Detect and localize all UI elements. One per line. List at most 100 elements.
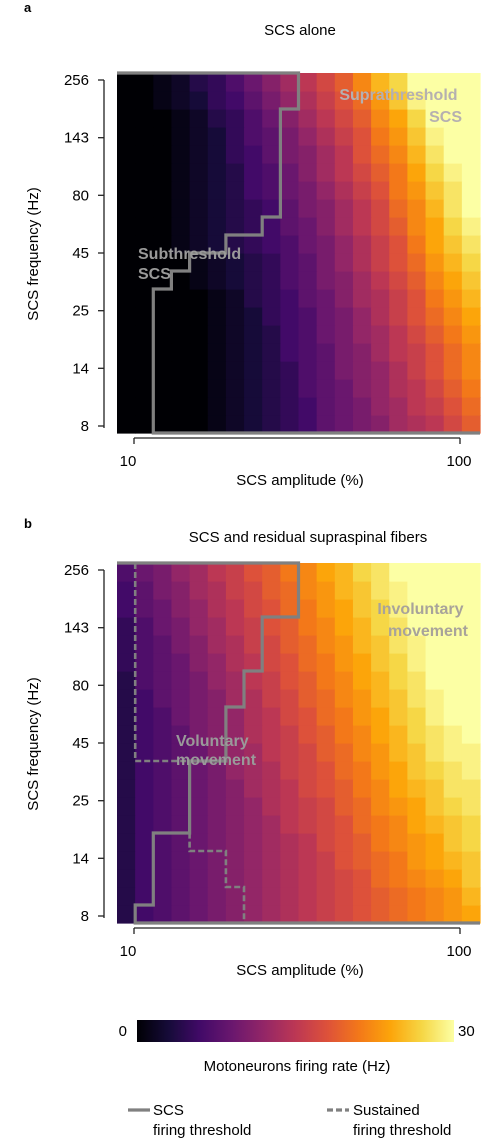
heatmap-cell [225, 271, 245, 290]
heatmap-cell [407, 563, 427, 582]
colorbar-max-label: 30 [458, 1023, 475, 1040]
heatmap-cell [117, 109, 136, 128]
heatmap-cell [389, 635, 408, 654]
heatmap-cell [298, 235, 318, 254]
heatmap-cell [225, 307, 245, 326]
heatmap-cell [244, 905, 263, 924]
heatmap-cell [280, 235, 300, 254]
heatmap-cell [225, 671, 245, 690]
subthreshold-annotation: Subthreshold SCS [138, 246, 246, 283]
heatmap-cell [298, 73, 318, 92]
heatmap-cell [371, 563, 390, 582]
panel-b-label: b [24, 516, 32, 531]
heatmap-cell [244, 689, 263, 708]
heatmap-cell [298, 635, 318, 654]
heatmap-cell [171, 689, 191, 708]
subthreshold-line2: SCS [138, 266, 171, 283]
heatmap-cell [298, 905, 318, 924]
heatmap-cell [461, 289, 481, 308]
heatmap-cell [207, 199, 227, 218]
heatmap-cell [207, 289, 227, 308]
heatmap-cell [407, 761, 427, 780]
heatmap-cell [135, 653, 154, 672]
heatmap-cell [280, 307, 300, 326]
heatmap-cell [334, 235, 354, 254]
heatmap-cell [280, 415, 300, 434]
heatmap-cell [425, 181, 445, 200]
heatmap-cell [171, 725, 191, 744]
heatmap-cell [171, 163, 191, 182]
heatmap-cell [225, 361, 245, 380]
heatmap-cell [461, 253, 481, 272]
heatmap-cell [135, 707, 154, 726]
x-tick-label: 10 [120, 943, 137, 960]
heatmap-cell [225, 127, 245, 146]
heatmap-cell [425, 905, 445, 924]
voluntary-line1: Voluntary [176, 733, 249, 750]
heatmap-cell [117, 599, 136, 618]
heatmap-cell [189, 617, 209, 636]
heatmap-cell [443, 145, 463, 164]
heatmap-cell [171, 271, 191, 290]
heatmap-cell [280, 163, 300, 182]
heatmap-cell [189, 869, 209, 888]
heatmap-cell [262, 905, 281, 924]
heatmap-cell [117, 761, 136, 780]
heatmap-cell [298, 163, 318, 182]
heatmap-cell [389, 145, 408, 164]
heatmap-cell [352, 145, 372, 164]
heatmap-cell [207, 127, 227, 146]
heatmap-cell [461, 725, 481, 744]
heatmap-cell [461, 905, 481, 924]
heatmap-cell [244, 73, 263, 92]
heatmap-cell [407, 235, 427, 254]
heatmap-cell [117, 635, 136, 654]
heatmap-cell [352, 671, 372, 690]
heatmap-cell [262, 869, 281, 888]
heatmap-cell [334, 343, 354, 362]
heatmap-cell [207, 235, 227, 254]
heatmap-cell [316, 779, 336, 798]
heatmap-cell [298, 307, 318, 326]
heatmap-cell [316, 671, 336, 690]
heatmap-cell [117, 797, 136, 816]
heatmap-cell [280, 127, 300, 146]
heatmap-cell [389, 163, 408, 182]
heatmap-cell [280, 689, 300, 708]
heatmap-cell [171, 307, 191, 326]
heatmap-cell [189, 581, 209, 600]
heatmap-cell [461, 127, 481, 146]
heatmap-cell [334, 689, 354, 708]
heatmap-cell [389, 869, 408, 888]
heatmap-cell [461, 581, 481, 600]
heatmap-cell [407, 415, 427, 434]
scs-firing-threshold-line [117, 71, 480, 435]
heatmap-cell [389, 905, 408, 924]
heatmap-cell [225, 653, 245, 672]
heatmap-cell [407, 109, 427, 128]
heatmap-cell [153, 397, 173, 416]
heatmap-cell [135, 73, 154, 92]
heatmap-cell [171, 635, 191, 654]
heatmap-cell [443, 617, 463, 636]
heatmap-cell [244, 707, 263, 726]
heatmap-cell [371, 617, 390, 636]
heatmap-cell [189, 707, 209, 726]
heatmap-cell [407, 887, 427, 906]
heatmap-cell [407, 797, 427, 816]
heatmap-cell [207, 833, 227, 852]
heatmap-cell [461, 761, 481, 780]
heatmap-cell [389, 379, 408, 398]
heatmap-cell [153, 653, 173, 672]
heatmap-cell [461, 379, 481, 398]
heatmap-cell [135, 343, 154, 362]
heatmap-cell [244, 307, 263, 326]
heatmap-cell [135, 581, 154, 600]
heatmap-cell [225, 707, 245, 726]
heatmap-cell [443, 581, 463, 600]
heatmap-cell [425, 199, 445, 218]
heatmap-cell [207, 91, 227, 110]
heatmap-cell [298, 127, 318, 146]
heatmap-cell [225, 145, 245, 164]
heatmap-cell [153, 343, 173, 362]
